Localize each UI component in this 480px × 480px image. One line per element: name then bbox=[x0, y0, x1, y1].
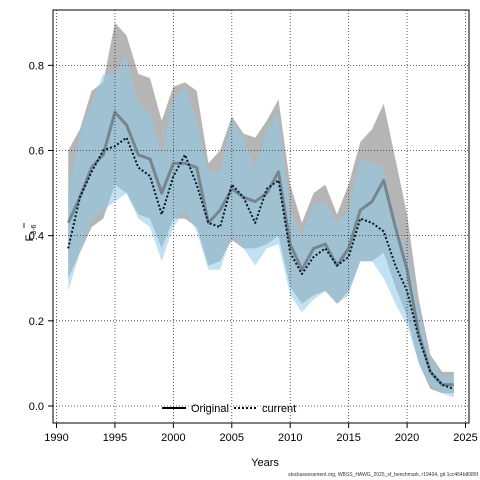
legend-label-original: Original bbox=[191, 403, 229, 415]
x-tick-label: 1990 bbox=[44, 432, 68, 444]
confidence-band-current bbox=[68, 56, 454, 398]
y-axis-title-main: F bbox=[24, 234, 36, 241]
x-tick-label: 2015 bbox=[336, 432, 360, 444]
y-axis: 0.0 0.2 0.4 0.6 0.8 bbox=[29, 60, 53, 413]
y-axis-title-sub: 3-6 bbox=[31, 224, 38, 234]
x-tick-label: 2005 bbox=[220, 432, 244, 444]
x-axis: 1990 1995 2000 2005 2010 2015 2020 2025 bbox=[44, 423, 478, 444]
series-line-original bbox=[66, 110, 454, 387]
y-axis-title: F3-6 bbox=[24, 224, 38, 241]
y-tick-label: 0.8 bbox=[29, 60, 44, 72]
x-tick-label: 1995 bbox=[103, 432, 127, 444]
x-tick-label: 2010 bbox=[278, 432, 302, 444]
uncertainty-bands bbox=[68, 22, 454, 398]
y-tick-label: 0.4 bbox=[29, 231, 44, 243]
x-tick-label: 2000 bbox=[161, 432, 185, 444]
legend-label-current: current bbox=[262, 403, 296, 415]
x-tick-label: 2020 bbox=[395, 432, 419, 444]
legend: Original current bbox=[162, 403, 296, 415]
x-tick-label: 2025 bbox=[453, 432, 477, 444]
y-tick-label: 0.6 bbox=[29, 146, 44, 158]
grid bbox=[53, 10, 469, 423]
footer-note: stockassessment.org, WBSS_HAWG_2025_sf_b… bbox=[288, 472, 478, 478]
y-tick-label: 0.0 bbox=[29, 401, 44, 413]
plot-frame bbox=[52, 9, 470, 424]
y-tick-label: 0.2 bbox=[29, 316, 44, 328]
x-axis-title: Years bbox=[251, 457, 279, 469]
series-lines bbox=[66, 110, 455, 390]
